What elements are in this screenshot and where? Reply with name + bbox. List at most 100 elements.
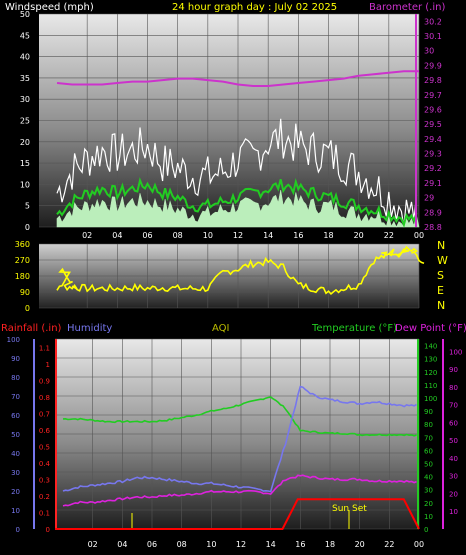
direction-tick-label: 180 bbox=[15, 272, 30, 281]
wind-tick-label: 15 bbox=[20, 159, 30, 168]
rainfall-tick-label: 0 bbox=[46, 526, 50, 534]
wind-x-tick-label: 02 bbox=[82, 231, 92, 240]
humidity-tick-label: 30 bbox=[11, 469, 20, 477]
wind-tick-label: 30 bbox=[20, 95, 30, 104]
temperature-tick-label: 120 bbox=[424, 369, 437, 377]
temperature-tick-label: 100 bbox=[424, 395, 437, 403]
dew-point-tick-label: 90 bbox=[449, 366, 458, 374]
compass-label: S bbox=[437, 269, 444, 282]
temperature-axis-label: Temperature (°F) bbox=[311, 323, 397, 334]
dew-point-tick-label: 60 bbox=[449, 419, 458, 427]
direction-tick-label: 360 bbox=[15, 240, 30, 249]
trends-x-ticks: 02 04 06 08 10 12 14 16 18 20 22 00 bbox=[88, 540, 425, 549]
dew-point-tick-label: 30 bbox=[449, 473, 458, 481]
barometer-tick-label: 30.1 bbox=[424, 32, 442, 41]
rainfall-tick-label: 0.5 bbox=[39, 443, 50, 451]
temperature-tick-label: 30 bbox=[424, 487, 433, 495]
wind-x-tick-label: 06 bbox=[142, 231, 152, 240]
humidity-tick-label: 0 bbox=[16, 526, 20, 534]
compass-label: E bbox=[437, 284, 444, 297]
trends-x-tick-label: 00 bbox=[414, 540, 424, 549]
temperature-axis-ticks: 0 10 20 30 40 50 60 70 80 90 100 110 120 130 140 bbox=[424, 343, 437, 534]
wind-axis-ticks: 0 5 10 15 20 25 30 35 40 45 50 bbox=[20, 10, 30, 232]
trends-x-tick-label: 12 bbox=[236, 540, 246, 549]
wind-x-tick-label: 10 bbox=[203, 231, 213, 240]
rainfall-tick-label: 0.1 bbox=[39, 509, 50, 517]
trends-x-tick-label: 10 bbox=[206, 540, 216, 549]
rainfall-tick-label: 0.6 bbox=[39, 427, 51, 435]
rainfall-tick-label: 0.9 bbox=[39, 377, 50, 385]
barometer-tick-label: 29.1 bbox=[424, 179, 442, 188]
trends-x-tick-label: 18 bbox=[325, 540, 335, 549]
wind-x-tick-label: 12 bbox=[233, 231, 243, 240]
humidity-tick-label: 10 bbox=[11, 507, 20, 515]
dew-point-axis-ticks: 10 20 30 40 50 60 70 80 90 100 bbox=[449, 348, 462, 516]
trends-x-tick-label: 06 bbox=[147, 540, 157, 549]
temperature-series-line bbox=[62, 396, 417, 437]
temperature-tick-label: 60 bbox=[424, 447, 433, 455]
wind-tick-label: 10 bbox=[20, 180, 30, 189]
rainfall-tick-label: 0.8 bbox=[39, 394, 50, 402]
wind-tick-label: 40 bbox=[20, 53, 30, 62]
trends-x-tick-label: 08 bbox=[177, 540, 187, 549]
wind-tick-label: 45 bbox=[20, 31, 30, 40]
wind-tick-label: 35 bbox=[20, 74, 30, 83]
wind-average-series-line bbox=[56, 176, 418, 228]
gust-series-line bbox=[56, 118, 418, 228]
temperature-tick-label: 70 bbox=[424, 434, 433, 442]
barometer-tick-label: 30 bbox=[424, 47, 434, 56]
humidity-tick-label: 40 bbox=[11, 450, 20, 458]
wind-x-ticks: 02 04 06 08 10 12 14 16 18 20 22 00 bbox=[82, 231, 424, 240]
barometer-tick-label: 29.5 bbox=[424, 120, 442, 129]
graph-title: 24 hour graph day : July 02 2025 bbox=[172, 2, 337, 13]
wind-x-tick-label: 18 bbox=[323, 231, 333, 240]
dew-point-tick-label: 20 bbox=[449, 490, 458, 498]
wind-tick-label: 25 bbox=[20, 117, 30, 126]
direction-tick-label: 90 bbox=[20, 288, 30, 297]
rainfall-tick-label: 0.2 bbox=[39, 493, 50, 501]
temperature-tick-label: 140 bbox=[424, 343, 437, 351]
humidity-axis-ticks: 0 10 20 30 40 50 60 70 80 90 100 bbox=[7, 336, 20, 534]
barometer-tick-label: 28.9 bbox=[424, 208, 442, 217]
wind-axis-label: Windspeed (mph) bbox=[5, 2, 94, 13]
compass-label: W bbox=[437, 254, 448, 267]
wind-x-tick-label: 08 bbox=[173, 231, 183, 240]
humidity-tick-label: 50 bbox=[11, 431, 20, 439]
barometer-tick-label: 29.7 bbox=[424, 91, 442, 100]
dew-point-tick-label: 50 bbox=[449, 437, 458, 445]
compass-label: N bbox=[437, 239, 445, 252]
barometer-tick-label: 29 bbox=[424, 194, 434, 203]
temperature-tick-label: 90 bbox=[424, 408, 433, 416]
humidity-axis-label: Humidity bbox=[67, 323, 112, 334]
temperature-tick-label: 110 bbox=[424, 382, 437, 390]
wind-x-tick-label: 20 bbox=[354, 231, 364, 240]
compass-label: N bbox=[437, 299, 445, 312]
dew-point-tick-label: 80 bbox=[449, 384, 458, 392]
aqi-label: AQI bbox=[212, 323, 230, 334]
rainfall-tick-label: 0.3 bbox=[39, 476, 50, 484]
wind-x-tick-label: 22 bbox=[384, 231, 394, 240]
dew-point-tick-label: 10 bbox=[449, 508, 458, 516]
humidity-tick-label: 90 bbox=[11, 355, 20, 363]
direction-grid bbox=[39, 243, 420, 309]
wind-x-tick-label: 14 bbox=[263, 231, 273, 240]
rainfall-tick-label: 0.7 bbox=[39, 410, 50, 418]
barometer-axis-ticks: 28.8 28.9 29 29.1 29.2 29.3 29.4 29.5 29.6 29.7 29… bbox=[424, 17, 442, 232]
wind-x-tick-label: 00 bbox=[414, 231, 424, 240]
humidity-tick-label: 20 bbox=[11, 488, 20, 496]
direction-tick-label: 0 bbox=[25, 304, 30, 313]
dew-point-tick-label: 40 bbox=[449, 455, 458, 463]
sunset-annotation: Sun Set bbox=[332, 504, 367, 514]
humidity-tick-label: 70 bbox=[11, 393, 20, 401]
direction-series-line bbox=[56, 245, 425, 296]
trends-x-tick-label: 20 bbox=[355, 540, 365, 549]
trends-x-tick-label: 22 bbox=[384, 540, 394, 549]
trends-x-tick-label: 02 bbox=[88, 540, 98, 549]
temperature-tick-label: 130 bbox=[424, 356, 437, 364]
wind-tick-label: 5 bbox=[25, 202, 30, 211]
humidity-series-line bbox=[62, 385, 417, 493]
trends-x-tick-label: 04 bbox=[117, 540, 127, 549]
barometer-tick-label: 30.2 bbox=[424, 17, 442, 26]
